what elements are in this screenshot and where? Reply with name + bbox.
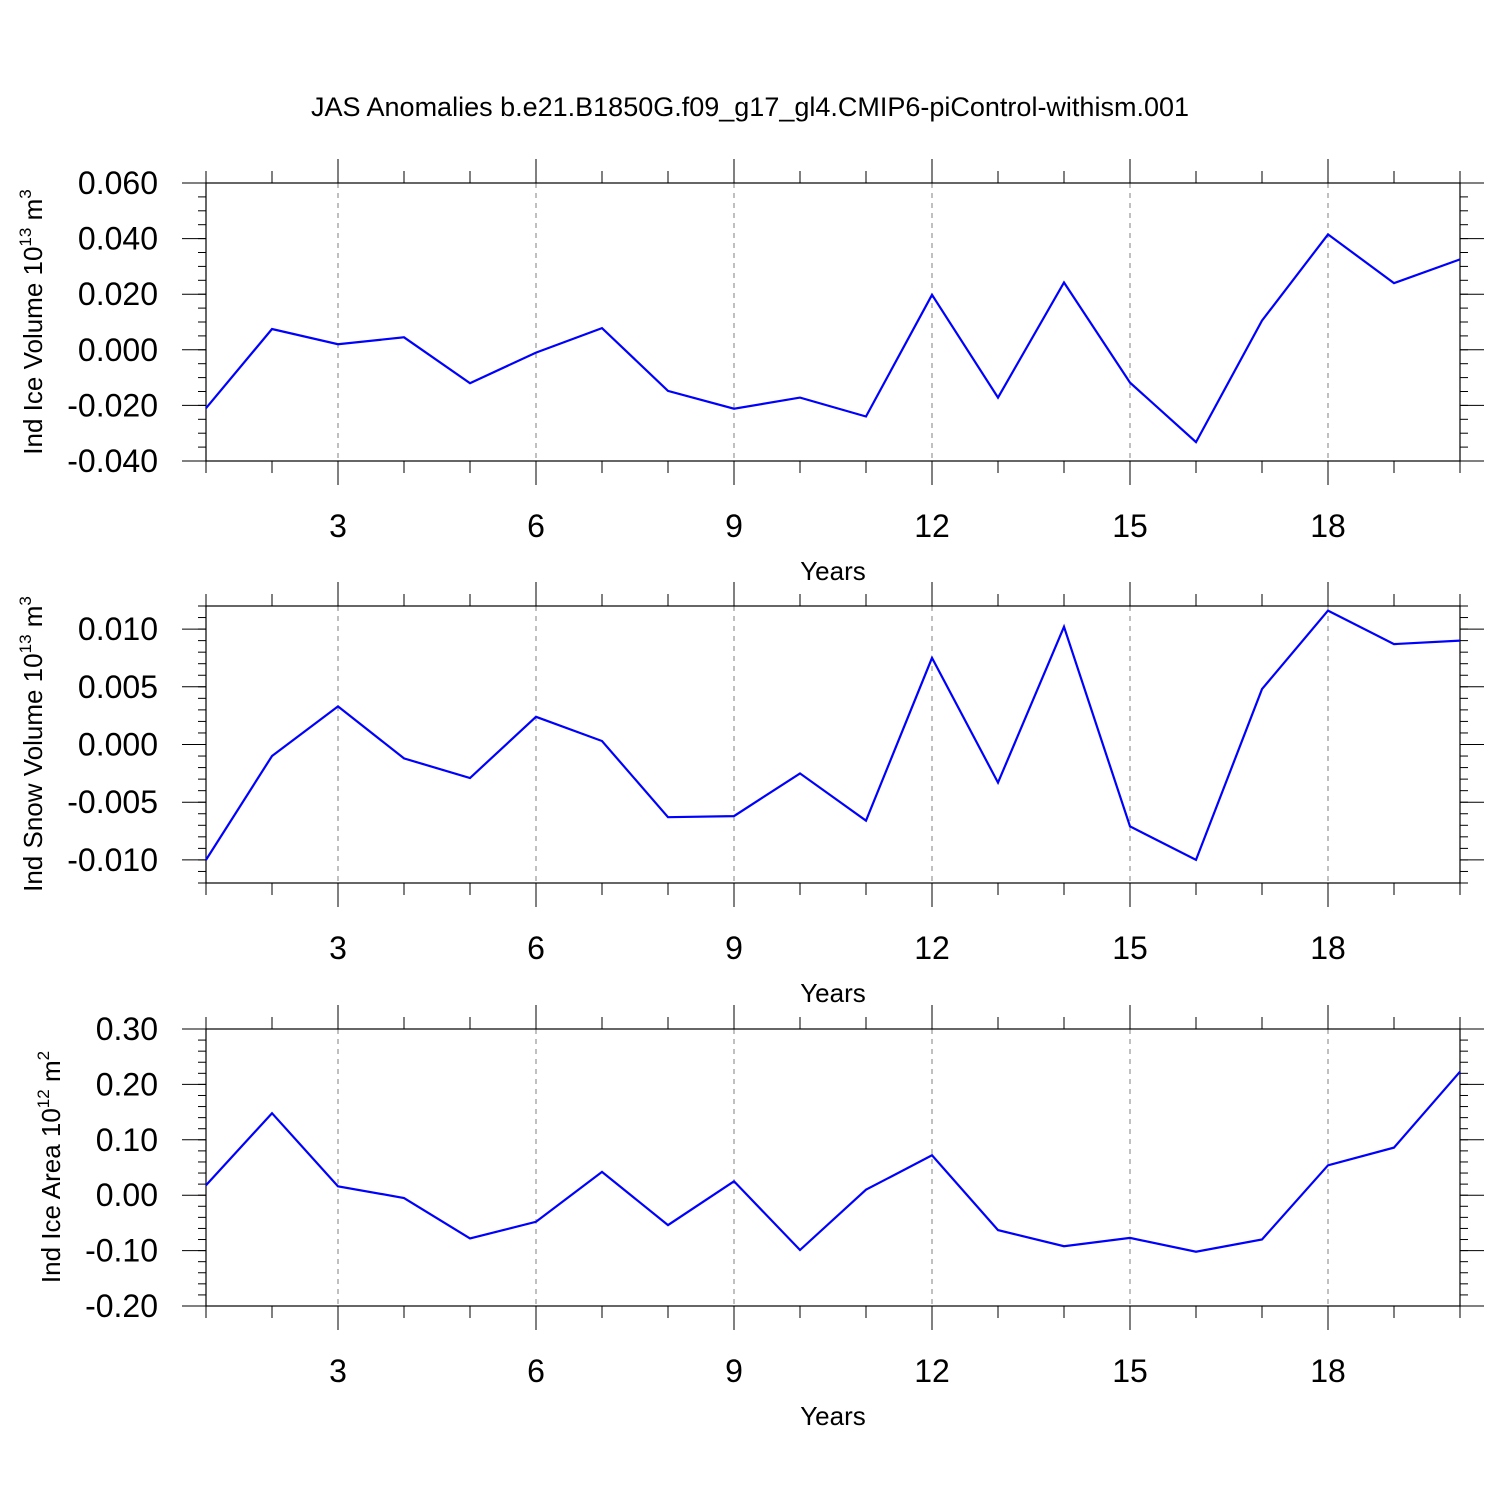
x-tick-label: 9 — [725, 930, 743, 966]
y-axis-title-part: Ind Snow Volume 10 — [18, 653, 48, 892]
y-tick-label: -0.20 — [85, 1288, 158, 1324]
y-tick-label: 0.040 — [78, 221, 158, 257]
x-tick-label: 15 — [1112, 930, 1148, 966]
series-line — [205, 1070, 1461, 1253]
x-tick-label: 6 — [527, 1353, 545, 1389]
x-tick-label: 3 — [329, 1353, 347, 1389]
y-axis-title: Ind Ice Volume 1013 m3 — [16, 189, 48, 454]
x-axis-title: Years — [800, 978, 866, 1008]
y-axis-title-part: m — [36, 1060, 66, 1089]
y-tick-label: 0.060 — [78, 165, 158, 201]
x-tick-label: 6 — [527, 508, 545, 544]
x-tick-label: 12 — [914, 930, 950, 966]
y-axis-title-superscript: 13 — [16, 228, 35, 247]
y-tick-label: 0.000 — [78, 332, 158, 368]
y-axis-title-superscript: 3 — [16, 189, 35, 198]
y-axis-title-superscript: 13 — [16, 634, 35, 653]
panel-1: -0.040 -0.020 0.000 0.020 0.040 0.060 3 6 9 12 15 1… — [16, 159, 1484, 586]
plot-frame — [205, 605, 1461, 884]
panel-2: -0.010 -0.005 0.000 0.005 0.010 3 6 9 12 15 18 Year… — [16, 582, 1484, 1008]
y-tick-label: 0.020 — [78, 276, 158, 312]
y-tick-label: 0.00 — [96, 1177, 158, 1213]
x-tick-label: 3 — [329, 930, 347, 966]
y-axis-title: Ind Snow Volume 1013 m3 — [16, 596, 48, 892]
y-axis-title-part: m — [18, 199, 48, 228]
y-tick-label: 0.20 — [96, 1066, 158, 1102]
panel-3: -0.20 -0.10 0.00 0.10 0.20 0.30 3 6 9 12 15 18 Years… — [34, 1005, 1484, 1431]
y-axis-title-superscript: 12 — [34, 1089, 53, 1108]
x-tick-label: 18 — [1310, 1353, 1346, 1389]
y-tick-label: 0.000 — [78, 727, 158, 763]
y-tick-label: -0.005 — [67, 784, 158, 820]
x-tick-label: 18 — [1310, 930, 1346, 966]
y-tick-label: -0.10 — [85, 1233, 158, 1269]
series-line — [205, 609, 1461, 862]
x-tick-label: 9 — [725, 508, 743, 544]
y-axis-title-part: m — [18, 606, 48, 635]
y-tick-label: 0.10 — [96, 1122, 158, 1158]
x-tick-label: 18 — [1310, 508, 1346, 544]
x-axis-title: Years — [800, 1401, 866, 1431]
x-tick-label: 9 — [725, 1353, 743, 1389]
y-axis-title-part: Ind Ice Volume 10 — [18, 247, 48, 455]
y-tick-label: 0.010 — [78, 611, 158, 647]
figure-title: JAS Anomalies b.e21.B1850G.f09_g17_gl4.C… — [311, 92, 1189, 122]
y-tick-label: 0.005 — [78, 669, 158, 705]
x-axis-title: Years — [800, 556, 866, 586]
y-tick-label: -0.020 — [67, 387, 158, 423]
series-line — [205, 232, 1461, 444]
y-tick-label: -0.010 — [67, 842, 158, 878]
x-tick-label: 6 — [527, 930, 545, 966]
plot-frame — [205, 1028, 1461, 1307]
y-tick-label: -0.040 — [67, 443, 158, 479]
y-axis-title-superscript: 3 — [16, 596, 35, 605]
x-tick-label: 12 — [914, 508, 950, 544]
plot-frame — [205, 182, 1461, 462]
y-axis-title: Ind Ice Area 1012 m2 — [34, 1051, 66, 1283]
x-tick-label: 15 — [1112, 1353, 1148, 1389]
x-tick-label: 15 — [1112, 508, 1148, 544]
y-axis-title-superscript: 2 — [34, 1051, 53, 1060]
y-tick-label: 0.30 — [96, 1011, 158, 1047]
x-tick-label: 12 — [914, 1353, 950, 1389]
y-axis-title-part: Ind Ice Area 10 — [36, 1108, 66, 1283]
x-tick-label: 3 — [329, 508, 347, 544]
